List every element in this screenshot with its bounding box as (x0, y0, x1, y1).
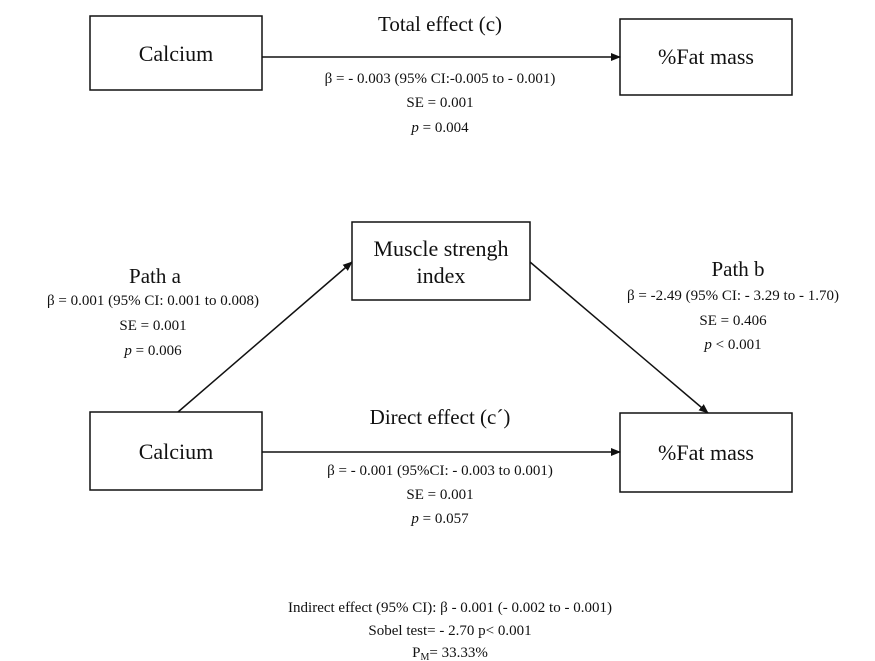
node-box (619, 412, 793, 493)
node-label: %Fat mass (658, 44, 754, 69)
stat-se: SE = 0.406 (699, 313, 767, 329)
stat-p: p = 0.004 (410, 120, 469, 136)
sobel-test: Sobel test= - 2.70 p< 0.001 (368, 623, 531, 639)
stat-se: SE = 0.001 (406, 95, 473, 111)
stat-se: SE = 0.001 (406, 487, 473, 503)
stat-beta: β = - 0.001 (95%CI: - 0.003 to 0.001) (327, 463, 553, 479)
stat-p: p = 0.006 (123, 343, 182, 359)
stat-beta: β = - 0.003 (95% CI:-0.005 to - 0.001) (325, 71, 556, 87)
pm-value: = 33.33% (429, 645, 487, 661)
node-label: Calcium (139, 41, 214, 66)
effect-label: Total effect (c) (378, 12, 502, 36)
arrow (177, 261, 353, 413)
stat-beta: β = 0.001 (95% CI: 0.001 to 0.008) (47, 293, 259, 309)
p-symbol: p (410, 120, 419, 136)
node-box (89, 15, 263, 91)
p-value: = 0.006 (136, 343, 182, 359)
stat-p: p = 0.057 (410, 511, 469, 527)
node-label: %Fat mass (658, 440, 754, 465)
stat-beta: β = -2.49 (95% CI: - 3.29 to - 1.70) (627, 288, 839, 304)
stat-p: p < 0.001 (703, 337, 761, 353)
node-box (351, 221, 531, 301)
arrow (529, 261, 709, 414)
p-symbol: p (703, 337, 712, 353)
node-label: Muscle strengh (373, 236, 508, 261)
pm-sub: M (420, 652, 429, 661)
indirect-effect: Indirect effect (95% CI): β - 0.001 (- 0… (288, 600, 612, 616)
path-label: Path a (129, 264, 182, 288)
p-symbol: p (410, 511, 419, 527)
node-box (619, 18, 793, 96)
node-label: index (417, 263, 466, 288)
pm-main: P (412, 645, 420, 661)
p-value: = 0.004 (423, 120, 469, 136)
p-value: = 0.057 (423, 511, 469, 527)
pm: PM= 33.33% (412, 645, 488, 661)
effect-label: Direct effect (c´) (370, 405, 511, 429)
p-value: < 0.001 (716, 337, 762, 353)
p-symbol: p (123, 343, 132, 359)
path-label: Path b (711, 257, 764, 281)
node-box (89, 411, 263, 491)
stat-se: SE = 0.001 (119, 318, 186, 334)
node-label: Calcium (139, 439, 214, 464)
